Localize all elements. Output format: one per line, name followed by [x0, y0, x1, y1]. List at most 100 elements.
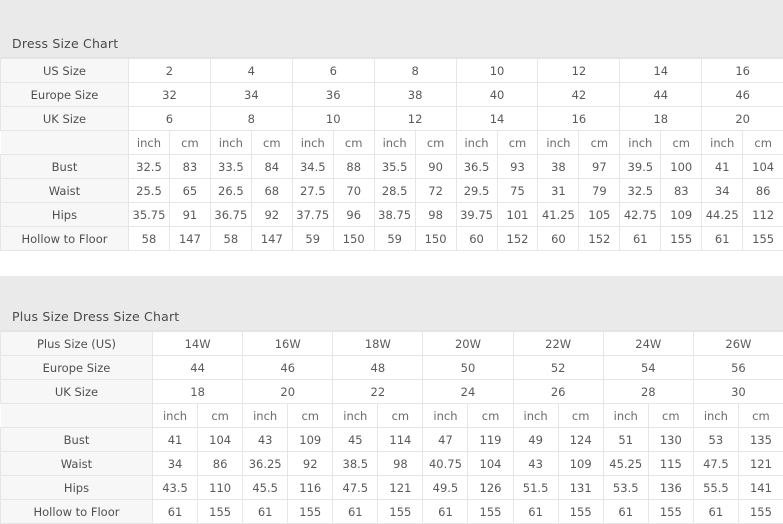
measurement-cell: 36.5 — [456, 155, 497, 179]
measurement-cell: 60 — [456, 227, 497, 251]
size-value-cell: 44 — [153, 356, 243, 380]
measurement-cell: 104 — [743, 155, 783, 179]
measurement-cell: 65 — [169, 179, 210, 203]
measurement-cell: 38.75 — [374, 203, 415, 227]
measurement-cell: 135 — [738, 428, 783, 452]
unit-row-blank-label — [1, 404, 153, 428]
size-value-cell: 14 — [456, 107, 538, 131]
size-value-cell: 36 — [292, 83, 374, 107]
table-separator — [0, 251, 783, 276]
size-value-cell: 38 — [374, 83, 456, 107]
row-label: Plus Size (US) — [1, 332, 153, 356]
measurement-cell: 41.25 — [538, 203, 579, 227]
measurement-cell: 43.5 — [153, 476, 198, 500]
size-value-cell: 8 — [374, 59, 456, 83]
measurement-cell: 29.5 — [456, 179, 497, 203]
size-value-cell: 2 — [129, 59, 211, 83]
measurement-cell: 147 — [169, 227, 210, 251]
measurement-cell: 109 — [661, 203, 702, 227]
size-value-cell: 56 — [693, 356, 783, 380]
measurement-cell: 35.5 — [374, 155, 415, 179]
size-value-cell: 18 — [153, 380, 243, 404]
unit-cell-cm: cm — [198, 404, 243, 428]
measurement-cell: 105 — [579, 203, 620, 227]
unit-cell-inch: inch — [702, 131, 743, 155]
size-value-cell: 20 — [702, 107, 783, 131]
measurement-cell: 61 — [243, 500, 288, 524]
unit-cell-inch: inch — [129, 131, 170, 155]
unit-cell-cm: cm — [497, 131, 538, 155]
measurement-cell: 116 — [288, 476, 333, 500]
measurement-cell: 68 — [251, 179, 292, 203]
measurement-cell: 155 — [661, 227, 702, 251]
unit-cell-cm: cm — [579, 131, 620, 155]
unit-cell-cm: cm — [288, 404, 333, 428]
measurement-cell: 110 — [198, 476, 243, 500]
measurement-cell: 91 — [169, 203, 210, 227]
measurement-cell: 121 — [378, 476, 423, 500]
measurement-cell: 152 — [579, 227, 620, 251]
measurement-cell: 41 — [702, 155, 743, 179]
plus-size-dress-size-chart-block: Plus Size Dress Size Chart Plus Size (US… — [0, 276, 783, 524]
measurement-cell: 45.5 — [243, 476, 288, 500]
unit-cell-cm: cm — [738, 404, 783, 428]
size-value-cell: 20 — [243, 380, 333, 404]
unit-cell-inch: inch — [292, 131, 333, 155]
measurement-cell: 61 — [333, 500, 378, 524]
measurement-cell: 104 — [198, 428, 243, 452]
size-value-cell: 20W — [423, 332, 513, 356]
measurement-cell: 27.5 — [292, 179, 333, 203]
unit-cell-inch: inch — [538, 131, 579, 155]
unit-cell-inch: inch — [693, 404, 738, 428]
measurement-cell: 155 — [198, 500, 243, 524]
dress-size-chart-title-bar: Dress Size Chart — [0, 0, 783, 58]
measurement-cell: 121 — [738, 452, 783, 476]
size-value-cell: 24W — [603, 332, 693, 356]
unit-cell-inch: inch — [513, 404, 558, 428]
measurement-cell: 131 — [558, 476, 603, 500]
size-value-cell: 10 — [456, 59, 538, 83]
size-value-cell: 8 — [210, 107, 292, 131]
measurement-cell: 136 — [648, 476, 693, 500]
measurement-cell: 38.5 — [333, 452, 378, 476]
size-value-cell: 26W — [693, 332, 783, 356]
measurement-cell: 61 — [513, 500, 558, 524]
unit-cell-cm: cm — [333, 131, 374, 155]
size-value-cell: 42 — [538, 83, 620, 107]
measurement-cell: 86 — [743, 179, 783, 203]
measurement-cell: 152 — [497, 227, 538, 251]
measurement-cell: 61 — [702, 227, 743, 251]
size-value-cell: 46 — [702, 83, 783, 107]
measurement-cell: 97 — [579, 155, 620, 179]
size-value-cell: 6 — [129, 107, 211, 131]
measurement-cell: 61 — [423, 500, 468, 524]
row-label: Hips — [1, 476, 153, 500]
measurement-cell: 36.75 — [210, 203, 251, 227]
measurement-cell: 98 — [378, 452, 423, 476]
measurement-cell: 34 — [153, 452, 198, 476]
measurement-cell: 53 — [693, 428, 738, 452]
row-label: US Size — [1, 59, 129, 83]
size-value-cell: 48 — [333, 356, 423, 380]
measurement-cell: 41 — [153, 428, 198, 452]
measurement-cell: 47 — [423, 428, 468, 452]
measurement-cell: 51.5 — [513, 476, 558, 500]
size-value-cell: 12 — [374, 107, 456, 131]
unit-cell-inch: inch — [456, 131, 497, 155]
measurement-cell: 49 — [513, 428, 558, 452]
measurement-cell: 59 — [292, 227, 333, 251]
measurement-cell: 39.5 — [620, 155, 661, 179]
size-value-cell: 22 — [333, 380, 423, 404]
measurement-cell: 43 — [243, 428, 288, 452]
plus-size-dress-size-chart-title-bar: Plus Size Dress Size Chart — [0, 276, 783, 331]
measurement-cell: 25.5 — [129, 179, 170, 203]
